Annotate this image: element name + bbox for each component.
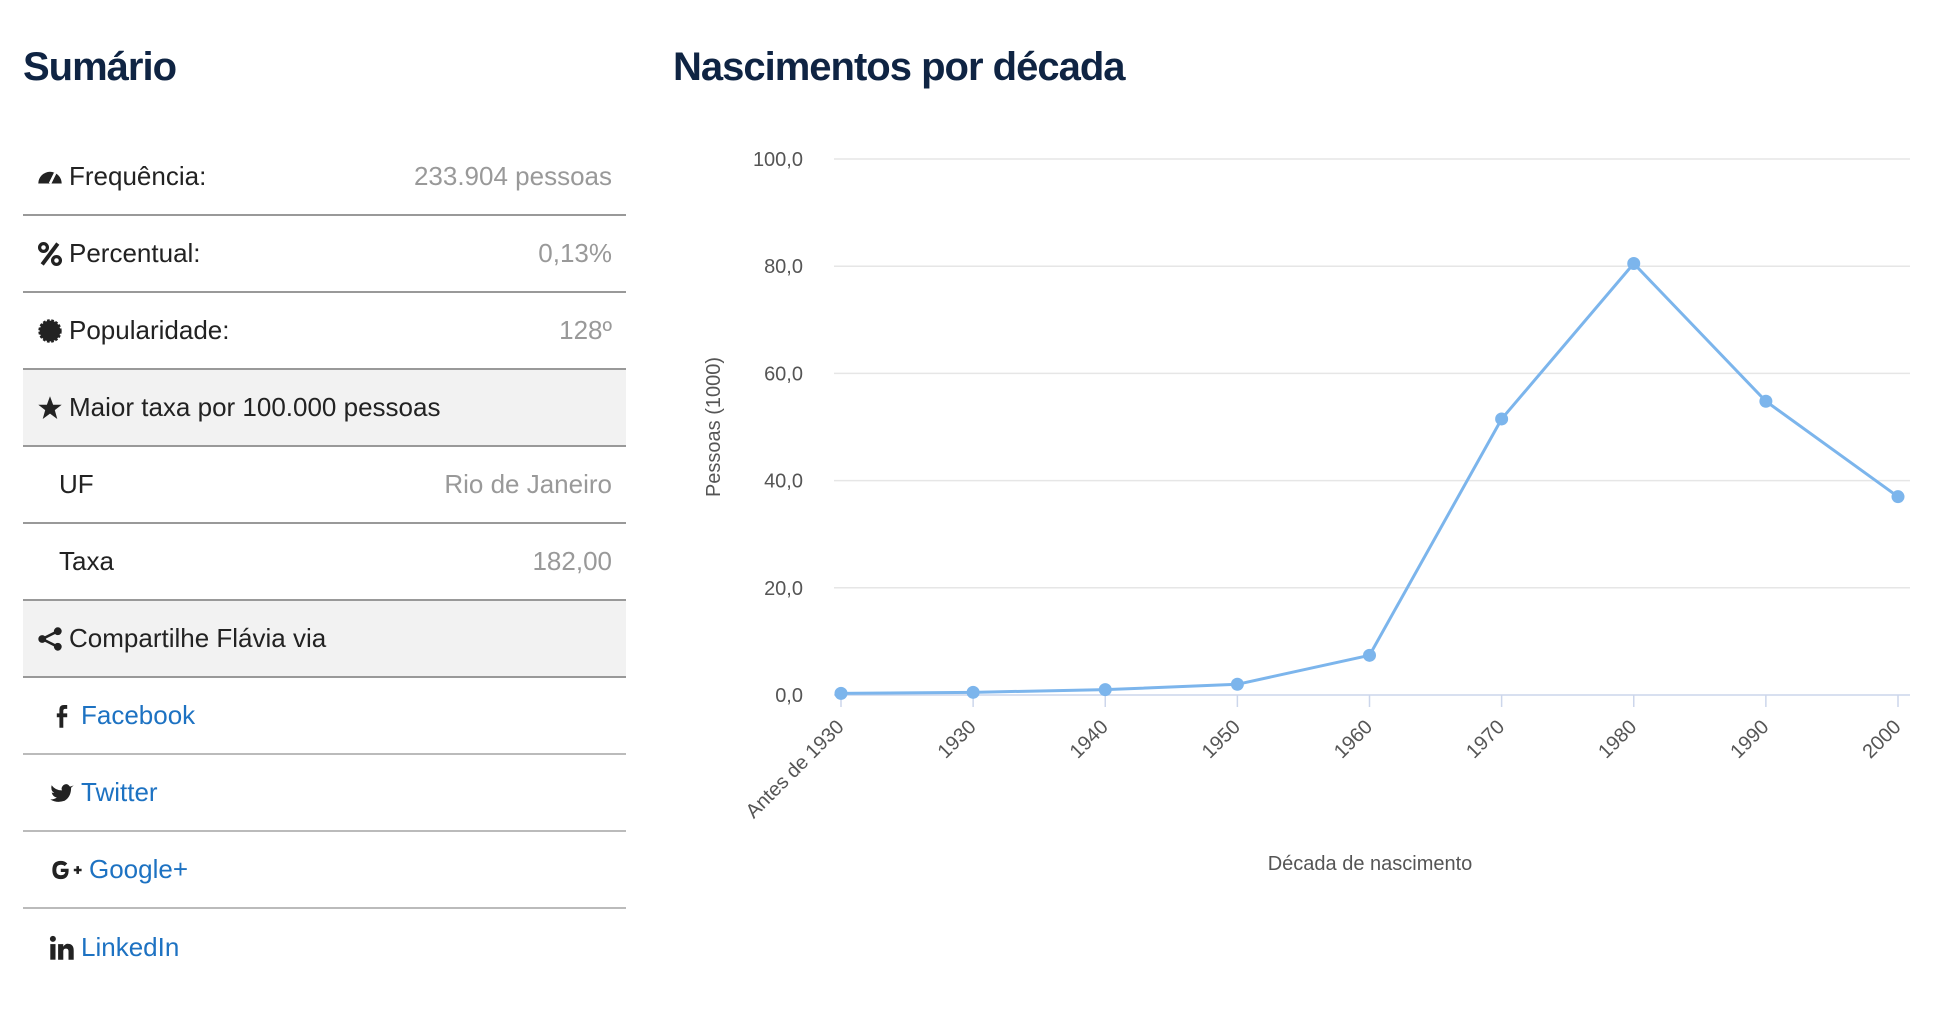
summary-table: Frequência: 233.904 pessoas Percentual: 0,… xyxy=(23,139,626,986)
x-axis-title: Década de nascimento xyxy=(1268,853,1473,875)
row: Twitter xyxy=(23,755,626,832)
label: Frequência: xyxy=(69,161,207,191)
section-title: Compartilhe Flávia via xyxy=(69,623,327,653)
y-axis-title: Pessoas (1000) xyxy=(703,357,725,497)
x-tick-label: Antes de 1930 xyxy=(742,716,849,823)
icon-percent xyxy=(37,241,63,266)
x-tick-label: 1990 xyxy=(1726,716,1773,763)
y-tick-label: 0,0 xyxy=(775,685,803,707)
section-title: Maior taxa por 100.000 pessoas xyxy=(69,392,441,422)
share-link[interactable]: Twitter xyxy=(81,777,158,807)
point xyxy=(1495,412,1509,426)
point xyxy=(1759,394,1773,408)
icon-google xyxy=(52,860,82,879)
x-tick-label: 1940 xyxy=(1066,716,1113,763)
y-tick-label: 80,0 xyxy=(764,256,803,278)
line xyxy=(840,261,1899,695)
x-tick-label: 1930 xyxy=(934,716,981,763)
value: 0,13% xyxy=(538,238,612,268)
point xyxy=(966,685,980,699)
icon-facebook xyxy=(56,704,68,728)
row: LinkedIn xyxy=(23,909,626,986)
icon-badge xyxy=(38,318,62,343)
share-link[interactable]: Facebook xyxy=(81,700,196,730)
share-link[interactable]: LinkedIn xyxy=(81,932,180,962)
x-tick-label: 1980 xyxy=(1594,716,1641,763)
section-header: Maior taxa por 100.000 pessoas xyxy=(23,370,626,447)
icon-gauge xyxy=(38,171,62,184)
point xyxy=(1098,683,1112,697)
icon-twitter xyxy=(50,783,74,802)
share-link[interactable]: Google+ xyxy=(89,854,189,884)
row: UF Rio de Janeiro xyxy=(23,447,626,524)
label: Taxa xyxy=(59,546,114,576)
row: Frequência: 233.904 pessoas xyxy=(23,139,626,216)
x-tick-label: 1950 xyxy=(1198,716,1245,763)
icon-star xyxy=(38,395,62,419)
value: 233.904 pessoas xyxy=(413,161,612,191)
label: Percentual: xyxy=(69,238,201,268)
y-tick-label: 20,0 xyxy=(764,578,803,600)
icon-share xyxy=(38,626,62,651)
row: Facebook xyxy=(23,678,626,755)
point xyxy=(1230,677,1244,691)
row: Taxa 182,00 xyxy=(23,524,626,601)
chart-title: Nascimentos por década xyxy=(673,45,1125,89)
y-tick-label: 100,0 xyxy=(753,149,803,171)
label: Popularidade: xyxy=(69,315,230,345)
summary-title: Sumário xyxy=(23,45,177,89)
row: Google+ xyxy=(23,832,626,909)
y-tick-label: 60,0 xyxy=(764,363,803,385)
x-tick-label: 2000 xyxy=(1859,716,1906,763)
section-header: Compartilhe Flávia via xyxy=(23,601,626,678)
value: Rio de Janeiro xyxy=(444,469,612,499)
icon-linkedin xyxy=(49,935,74,960)
y-tick-label: 40,0 xyxy=(764,471,803,493)
label: UF xyxy=(59,469,94,499)
point xyxy=(1627,257,1641,271)
x-tick-label: 1960 xyxy=(1330,716,1377,763)
point xyxy=(834,686,848,700)
value: 182,00 xyxy=(532,546,612,576)
point xyxy=(1891,490,1905,504)
row: Percentual: 0,13% xyxy=(23,216,626,293)
point xyxy=(1363,648,1376,662)
value: 128º xyxy=(559,315,612,345)
row: Popularidade: 128º xyxy=(23,293,626,370)
x-tick-label: 1970 xyxy=(1462,716,1509,763)
